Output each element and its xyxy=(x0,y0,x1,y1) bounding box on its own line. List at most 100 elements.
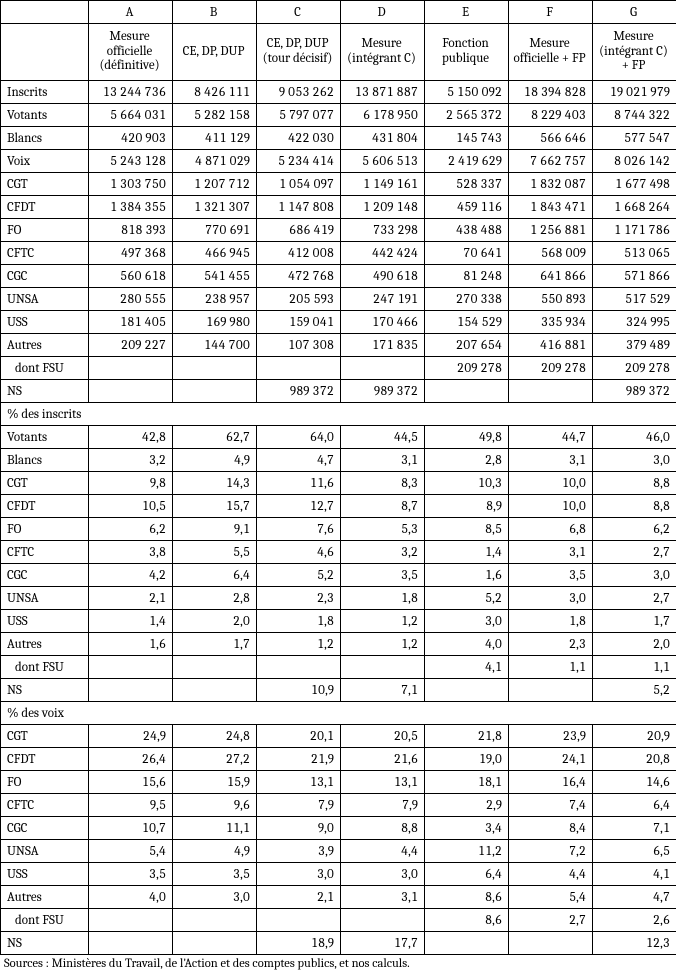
cell-value: 3,1 xyxy=(509,449,593,472)
row-label: CGT xyxy=(1,472,89,495)
table-row: CFDT1 384 3551 321 3071 147 8081 209 148… xyxy=(1,196,676,219)
cell-value: 20,1 xyxy=(257,725,341,748)
cell-value: 490 618 xyxy=(341,265,425,288)
cell-value: 641 866 xyxy=(509,265,593,288)
table-row: CGT9,814,311,68,310,310,08,8 xyxy=(1,472,676,495)
cell-value: 10,0 xyxy=(509,472,593,495)
row-label: Voix xyxy=(1,150,89,173)
cell-value: 3,2 xyxy=(89,449,173,472)
cell-value xyxy=(425,380,509,403)
table-row: Autres209 227144 700107 308171 835207 65… xyxy=(1,334,676,357)
cell-value: 6,2 xyxy=(89,518,173,541)
row-label: Autres xyxy=(1,334,89,357)
cell-value: 431 804 xyxy=(341,127,425,150)
cell-value: 3,1 xyxy=(341,449,425,472)
cell-value: 44,7 xyxy=(509,426,593,449)
cell-value: 1 677 498 xyxy=(593,173,676,196)
cell-value: 7,9 xyxy=(257,794,341,817)
section-title: % des inscrits xyxy=(1,403,676,426)
cell-value: 3,5 xyxy=(341,564,425,587)
section-title: % des voix xyxy=(1,702,676,725)
row-label: NS xyxy=(1,380,89,403)
cell-value: 209 278 xyxy=(509,357,593,380)
cell-value xyxy=(425,932,509,955)
row-label: CFTC xyxy=(1,541,89,564)
row-label: Autres xyxy=(1,886,89,909)
cell-value: 577 547 xyxy=(593,127,676,150)
cell-value: 2,7 xyxy=(593,541,676,564)
row-label: UNSA xyxy=(1,840,89,863)
table-row: USS181 405169 980159 041170 466154 52933… xyxy=(1,311,676,334)
cell-value: 62,7 xyxy=(173,426,257,449)
cell-value: 4,9 xyxy=(173,840,257,863)
cell-value: 170 466 xyxy=(341,311,425,334)
cell-value: 1,7 xyxy=(173,633,257,656)
cell-value: 2,6 xyxy=(593,909,676,932)
cell-value: 5,5 xyxy=(173,541,257,564)
cell-value: 20,9 xyxy=(593,725,676,748)
cell-value: 560 618 xyxy=(89,265,173,288)
cell-value: 2,7 xyxy=(593,587,676,610)
header-row-letters: ABCDEFG xyxy=(1,1,676,24)
cell-value: 2 565 372 xyxy=(425,104,509,127)
table-row: Votants42,862,764,044,549,844,746,0 xyxy=(1,426,676,449)
row-label: CFDT xyxy=(1,748,89,771)
cell-value: 9,8 xyxy=(89,472,173,495)
table-row: dont FSU209 278209 278209 278 xyxy=(1,357,676,380)
table-row: CFTC497 368466 945412 008442 42470 64156… xyxy=(1,242,676,265)
cell-value: 8,7 xyxy=(341,495,425,518)
cell-value: 8,6 xyxy=(425,886,509,909)
header-title: Mesure (intégrant C) xyxy=(341,24,425,81)
row-label: CGT xyxy=(1,725,89,748)
cell-value: 568 009 xyxy=(509,242,593,265)
table-row: USS1,42,01,81,23,01,81,7 xyxy=(1,610,676,633)
cell-value: 6,4 xyxy=(425,863,509,886)
cell-value: 438 488 xyxy=(425,219,509,242)
cell-value: 49,8 xyxy=(425,426,509,449)
cell-value xyxy=(89,932,173,955)
cell-value: 2,1 xyxy=(257,886,341,909)
cell-value: 18,1 xyxy=(425,771,509,794)
cell-value: 7,6 xyxy=(257,518,341,541)
cell-value: 2 419 629 xyxy=(425,150,509,173)
cell-value xyxy=(509,932,593,955)
header-letter: E xyxy=(425,1,509,24)
cell-value xyxy=(173,357,257,380)
cell-value: 7,9 xyxy=(341,794,425,817)
cell-value: 989 372 xyxy=(593,380,676,403)
cell-value: 5 664 031 xyxy=(89,104,173,127)
cell-value: 24,9 xyxy=(89,725,173,748)
table-row: FO15,615,913,113,118,116,414,6 xyxy=(1,771,676,794)
cell-value: 3,2 xyxy=(341,541,425,564)
table-row: CGT1 303 7501 207 7121 054 0971 149 1615… xyxy=(1,173,676,196)
cell-value: 1,8 xyxy=(341,587,425,610)
cell-value: 4,6 xyxy=(257,541,341,564)
header-title: CE, DP, DUP xyxy=(173,24,257,81)
row-label: CFDT xyxy=(1,196,89,219)
cell-value: 1 384 355 xyxy=(89,196,173,219)
cell-value xyxy=(173,679,257,702)
table-row: dont FSU4,11,11,1 xyxy=(1,656,676,679)
cell-value: 1 321 307 xyxy=(173,196,257,219)
row-label: Votants xyxy=(1,104,89,127)
cell-value: 12,3 xyxy=(593,932,676,955)
cell-value: 1 832 087 xyxy=(509,173,593,196)
row-label: NS xyxy=(1,679,89,702)
cell-value: 3,8 xyxy=(89,541,173,564)
row-label: CFDT xyxy=(1,495,89,518)
cell-value: 13 871 887 xyxy=(341,81,425,104)
cell-value: 5,3 xyxy=(341,518,425,541)
row-label: CGC xyxy=(1,817,89,840)
cell-value: 27,2 xyxy=(173,748,257,771)
cell-value: 2,8 xyxy=(425,449,509,472)
row-label: CFTC xyxy=(1,794,89,817)
cell-value: 5 606 513 xyxy=(341,150,425,173)
cell-value: 20,5 xyxy=(341,725,425,748)
cell-value: 7,4 xyxy=(509,794,593,817)
cell-value xyxy=(89,357,173,380)
data-table: ABCDEFG Mesure officielle (définitive)CE… xyxy=(0,0,676,955)
cell-value: 1 207 712 xyxy=(173,173,257,196)
cell-value: 181 405 xyxy=(89,311,173,334)
cell-value: 497 368 xyxy=(89,242,173,265)
cell-value xyxy=(89,679,173,702)
